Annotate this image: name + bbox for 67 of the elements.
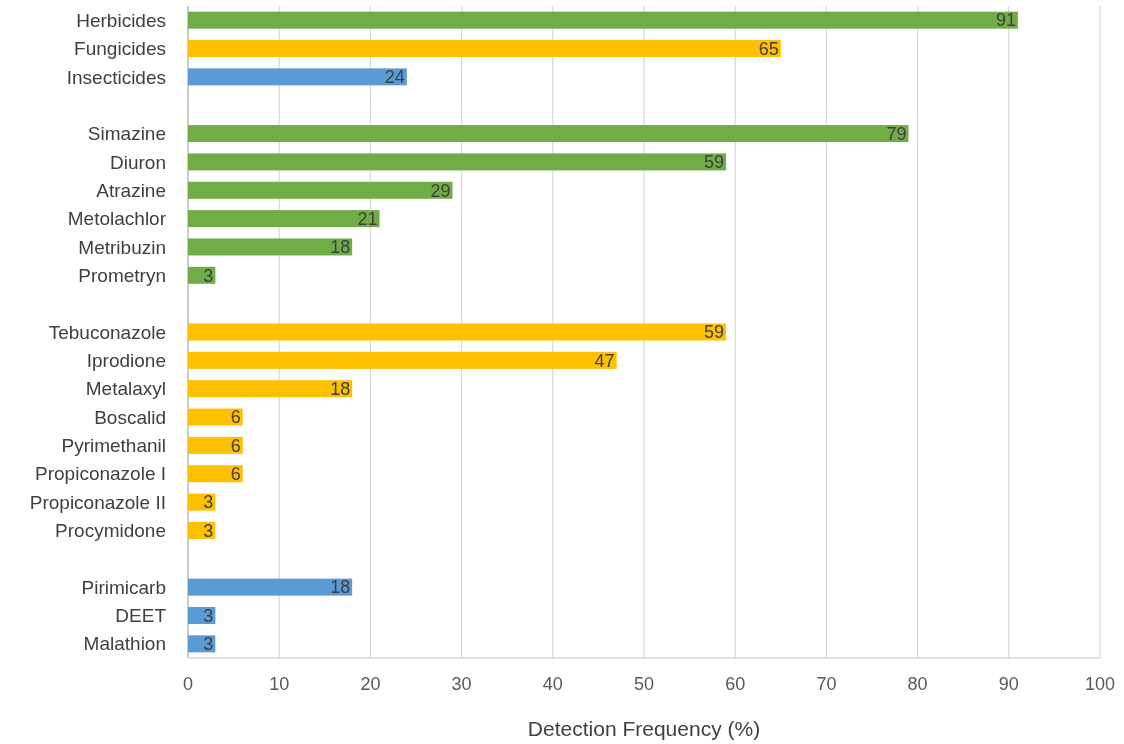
data-label: 18: [330, 379, 351, 399]
bar: [188, 323, 727, 341]
data-label: 3: [203, 634, 214, 655]
data-label: 3: [203, 605, 214, 626]
x-tick-label: 40: [542, 674, 563, 694]
bar: [188, 153, 727, 171]
data-label: 59: [704, 152, 725, 173]
bar: [188, 40, 781, 58]
y-tick-label: Diuron: [110, 151, 166, 173]
y-tick-label: Prometryn: [78, 264, 166, 286]
y-tick-label: Simazine: [87, 123, 166, 145]
y-tick-label: Propiconazole II: [29, 491, 166, 513]
x-axis-title: Detection Frequency (%): [527, 717, 761, 740]
bar: [188, 68, 407, 86]
data-label: 91: [995, 10, 1016, 31]
bar: [188, 351, 617, 369]
x-tick-label: 70: [816, 674, 837, 694]
bar: [188, 380, 353, 398]
y-tick-label: Tebuconazole: [48, 321, 166, 343]
y-tick-label: DEET: [115, 605, 167, 627]
data-label: 18: [330, 577, 351, 598]
bar: [188, 238, 353, 256]
data-label: 24: [384, 67, 405, 88]
x-tick-label: 60: [725, 674, 746, 694]
x-tick-label: 30: [451, 674, 472, 694]
data-label: 6: [230, 407, 241, 428]
y-tick-label: Insecticides: [66, 66, 166, 88]
y-tick-label: Iprodione: [86, 350, 166, 371]
y-tick-label: Procymidone: [55, 520, 166, 542]
data-label: 21: [357, 208, 378, 229]
bar: [188, 408, 243, 426]
data-label: 79: [886, 123, 907, 144]
y-tick-label: Fungicides: [74, 38, 166, 60]
data-label: 6: [230, 435, 241, 456]
x-tick-label: 20: [360, 674, 381, 694]
data-label: 18: [330, 237, 351, 258]
y-tick-label: Herbicides: [76, 9, 166, 31]
x-tick-label: 50: [633, 674, 655, 694]
bar: [188, 436, 243, 454]
x-tick-label: 0: [182, 674, 194, 694]
data-label: 3: [203, 492, 214, 513]
y-tick-label: Metolachlor: [67, 208, 167, 230]
data-label: 59: [704, 322, 725, 343]
x-tick-label: 90: [998, 674, 1019, 694]
y-tick-label: Boscalid: [94, 406, 166, 428]
data-label: 3: [203, 265, 214, 286]
data-label: 29: [430, 180, 451, 201]
y-tick-label: Pirimicarb: [81, 576, 166, 598]
bar: [188, 465, 243, 483]
data-label: 47: [594, 350, 615, 371]
x-tick-label: 80: [907, 674, 928, 694]
y-tick-label: Propiconazole I: [35, 463, 166, 485]
data-label: 65: [758, 38, 779, 59]
bar: [188, 11, 1018, 29]
y-tick-label: Pyrimethanil: [61, 435, 166, 457]
x-tick-label: 10: [269, 674, 290, 694]
y-tick-label: Atrazine: [96, 179, 166, 201]
bar: [188, 181, 453, 199]
y-tick-label: Malathion: [83, 633, 166, 655]
bar: [188, 125, 909, 143]
y-tick-label: Metribuzin: [78, 236, 166, 258]
bar: [188, 210, 380, 228]
bar: [188, 578, 353, 596]
data-label: 3: [203, 520, 214, 541]
data-label: 6: [230, 464, 241, 485]
x-tick-label: 100: [1084, 674, 1116, 694]
y-tick-label: Metalaxyl: [85, 378, 166, 400]
